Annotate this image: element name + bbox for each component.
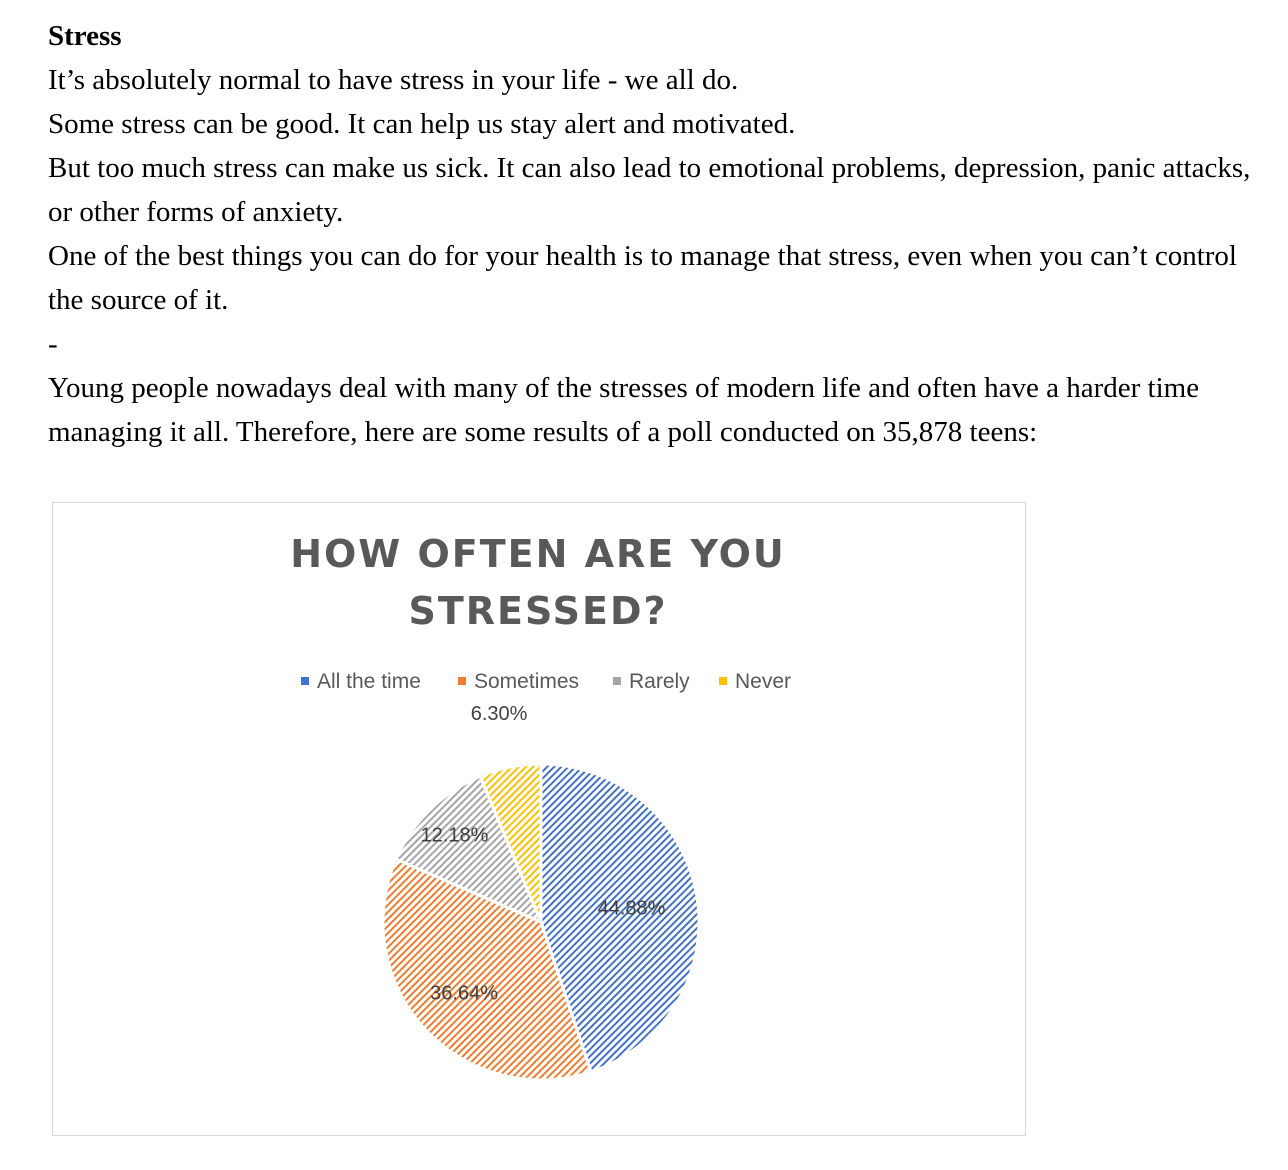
chart-title-line-2: STRESSED? — [408, 589, 667, 633]
legend-label-rarely: Rarely — [629, 670, 690, 693]
legend-marker-sometimes — [458, 677, 466, 685]
pie-slice-never — [478, 762, 543, 923]
article-line-3: But too much stress can make us sick. It… — [48, 152, 1251, 228]
article-line-4: One of the best things you can do for yo… — [48, 240, 1237, 316]
legend-label-never: Never — [735, 670, 791, 693]
data-label-all-the-time: 44.88% — [598, 897, 666, 919]
pie-slice-rarely — [394, 774, 544, 925]
article: Stress It’s absolutely normal to have st… — [48, 14, 1278, 454]
article-line-5: Young people nowadays deal with many of … — [48, 372, 1200, 448]
pie-chart: HOW OFTEN ARE YOU STRESSED? All the time… — [290, 532, 791, 1082]
pie-data-labels: 44.88% 36.64% 12.18% 6.30% — [421, 703, 666, 1005]
data-label-sometimes: 36.64% — [430, 982, 498, 1004]
data-label-never: 6.30% — [471, 703, 528, 725]
article-line-1: It’s absolutely normal to have stress in… — [48, 64, 739, 96]
legend-marker-all-the-time — [301, 677, 309, 685]
legend-label-sometimes: Sometimes — [474, 670, 579, 693]
article-separator: - — [48, 328, 58, 360]
data-label-rarely: 12.18% — [421, 824, 489, 846]
article-heading: Stress — [48, 20, 122, 52]
pie-slice-all-the-time — [539, 762, 701, 1074]
legend-label-all-the-time: All the time — [317, 670, 421, 693]
pie-slices — [381, 762, 701, 1082]
pie-slice-sometimes — [381, 857, 593, 1082]
chart-title-line-1: HOW OFTEN ARE YOU — [290, 532, 786, 576]
legend-marker-never — [719, 677, 727, 685]
legend-marker-rarely — [613, 677, 621, 685]
pie-chart-container: HOW OFTEN ARE YOU STRESSED? All the time… — [52, 502, 1026, 1136]
chart-legend: All the time Sometimes Rarely Never — [301, 670, 791, 693]
article-line-2: Some stress can be good. It can help us … — [48, 108, 796, 140]
